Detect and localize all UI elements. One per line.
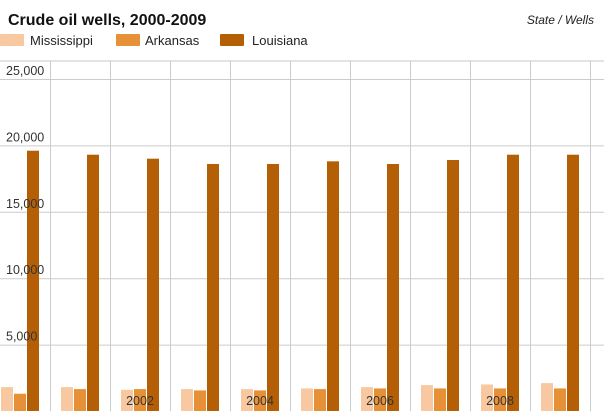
bar-arkansas-2003[interactable] (194, 390, 206, 411)
bar-louisiana-2008[interactable] (507, 154, 519, 411)
bar-mississippi-2005[interactable] (301, 388, 313, 411)
y-tick-label: 5,000 (6, 330, 37, 344)
legend-swatch-mississippi (0, 34, 24, 46)
chart-title: Crude oil wells, 2000-2009 (8, 12, 206, 29)
bar-louisiana-2001[interactable] (87, 154, 99, 411)
bar-louisiana-2009[interactable] (567, 154, 579, 411)
legend-label-mississippi: Mississippi (30, 33, 93, 48)
legend-swatch-louisiana (220, 34, 244, 46)
bar-arkansas-2002[interactable] (134, 389, 146, 411)
bar-mississippi-2002[interactable] (121, 389, 133, 411)
legend: Mississippi Arkansas Louisiana (0, 33, 308, 48)
x-tick-label: 2004 (246, 394, 274, 408)
legend-item-mississippi[interactable]: Mississippi (0, 33, 93, 48)
legend-swatch-arkansas (116, 34, 140, 46)
bar-mississippi-2000[interactable] (1, 387, 13, 411)
bar-mississippi-2007[interactable] (421, 385, 433, 411)
bar-arkansas-2006[interactable] (374, 388, 386, 411)
x-tick-label: 2008 (486, 394, 514, 408)
tick-labels: 5,000 10,000 15,000 20,000 25,000 2002 2004 200… (6, 64, 514, 408)
y-tick-label: 10,000 (6, 263, 44, 277)
bar-arkansas-2008[interactable] (494, 388, 506, 411)
bar-mississippi-2009[interactable] (541, 383, 553, 411)
bar-arkansas-2001[interactable] (74, 389, 86, 411)
chart-subtitle: State / Wells (527, 13, 594, 27)
y-tick-label: 20,000 (6, 130, 44, 144)
legend-item-arkansas[interactable]: Arkansas (116, 33, 200, 48)
bar-mississippi-2008[interactable] (481, 384, 493, 411)
legend-item-louisiana[interactable]: Louisiana (220, 33, 308, 48)
bars (1, 150, 579, 411)
bar-louisiana-2004[interactable] (267, 163, 279, 411)
bar-mississippi-2001[interactable] (61, 387, 73, 411)
bar-arkansas-2004[interactable] (254, 390, 266, 411)
bar-louisiana-2000[interactable] (27, 150, 39, 411)
x-tick-label: 2006 (366, 394, 394, 408)
bar-mississippi-2004[interactable] (241, 389, 253, 411)
y-tick-label: 15,000 (6, 197, 44, 211)
bar-louisiana-2005[interactable] (327, 161, 339, 411)
grid (0, 60, 604, 411)
bar-arkansas-2005[interactable] (314, 389, 326, 411)
bar-arkansas-2009[interactable] (554, 388, 566, 411)
y-tick-label: 25,000 (6, 64, 44, 78)
legend-label-louisiana: Louisiana (252, 33, 308, 48)
bar-mississippi-2006[interactable] (361, 387, 373, 411)
bar-mississippi-2003[interactable] (181, 389, 193, 411)
bar-louisiana-2003[interactable] (207, 163, 219, 411)
bar-louisiana-2006[interactable] (387, 163, 399, 411)
legend-label-arkansas: Arkansas (145, 33, 200, 48)
bar-louisiana-2007[interactable] (447, 160, 459, 411)
bar-louisiana-2002[interactable] (147, 158, 159, 411)
bar-arkansas-2007[interactable] (434, 388, 446, 411)
x-tick-label: 2002 (126, 394, 154, 408)
bar-arkansas-2000[interactable] (14, 393, 26, 411)
